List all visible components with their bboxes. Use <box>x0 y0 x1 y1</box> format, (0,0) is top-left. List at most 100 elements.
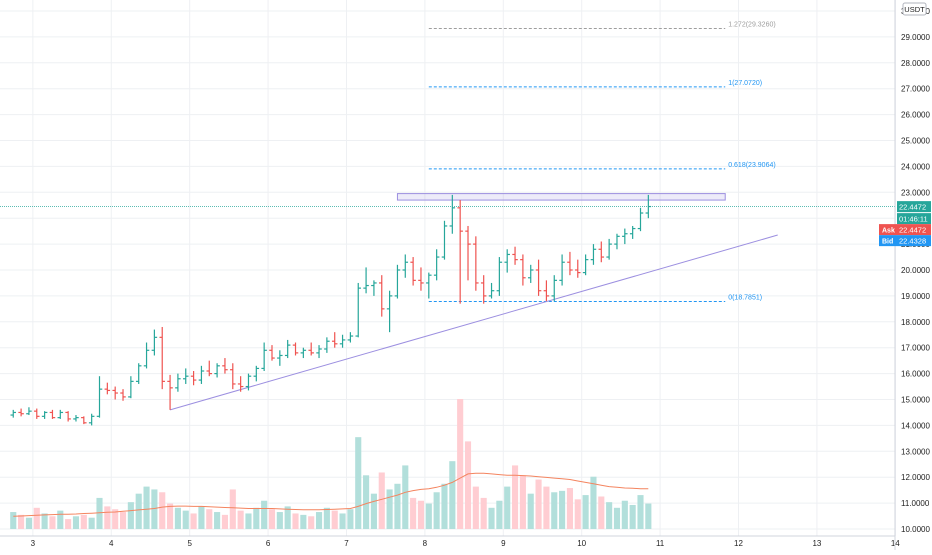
volume-bar <box>394 483 401 529</box>
volume-bar <box>347 509 354 529</box>
volume-bar <box>261 500 268 529</box>
candle <box>410 257 416 286</box>
volume-bar <box>72 516 80 529</box>
candle <box>567 251 573 276</box>
candle <box>284 339 291 359</box>
candle <box>198 365 205 384</box>
candle <box>614 233 620 250</box>
x-tick-label: 4 <box>109 539 114 548</box>
candle <box>277 350 283 366</box>
volume-bar <box>527 493 534 529</box>
volume-bar <box>449 461 456 529</box>
candle <box>316 345 322 359</box>
volume-bars <box>10 399 652 529</box>
price-label-box <box>879 235 931 247</box>
volume-bar <box>18 514 25 529</box>
candle <box>65 411 71 422</box>
volume-bar <box>331 510 338 529</box>
candle <box>88 413 95 426</box>
y-tick-label: 19.0000 <box>901 292 930 301</box>
candle <box>559 254 565 286</box>
fib-level-label: 0(18.7851) <box>728 294 762 301</box>
candle <box>512 246 518 265</box>
volume-bar <box>590 476 597 529</box>
x-tick-label: 3 <box>31 539 36 548</box>
candle <box>18 408 24 417</box>
candle <box>167 374 173 410</box>
price-label-value: 22.4328 <box>899 237 926 246</box>
candle <box>426 272 432 299</box>
candle <box>57 409 64 419</box>
price-label-box <box>897 201 931 213</box>
candle <box>128 376 134 399</box>
volume-bar <box>167 503 174 529</box>
price-label-value: 01:46:11 <box>899 215 928 224</box>
candle <box>104 382 111 395</box>
volume-bar <box>464 441 472 529</box>
volume-bar <box>441 483 448 529</box>
candle <box>527 264 534 283</box>
x-tick-label: 8 <box>423 539 428 548</box>
x-tick-label: 7 <box>344 539 349 548</box>
candle <box>81 416 87 425</box>
candle <box>379 275 385 317</box>
volume-bar <box>637 495 644 529</box>
candle <box>355 282 361 338</box>
candle <box>120 389 126 401</box>
volume-bar <box>496 500 503 529</box>
candle <box>253 365 260 382</box>
y-tick-label: 20.0000 <box>901 266 930 275</box>
volume-bar <box>88 517 95 529</box>
volume-bar <box>284 506 291 529</box>
trendline-layer[interactable] <box>0 206 895 411</box>
y-tick-label: 27.0000 <box>901 85 930 94</box>
volume-bar <box>182 510 189 529</box>
y-tick-label: 11.0000 <box>901 499 930 508</box>
volume-bar <box>80 514 87 529</box>
fib-level-label: 1(27.0720) <box>728 80 762 87</box>
candle <box>96 376 103 418</box>
y-tick-label: 16.0000 <box>901 370 930 379</box>
candle <box>488 282 495 299</box>
candle <box>300 347 307 359</box>
volume-bar <box>535 479 542 529</box>
x-tick-label: 14 <box>891 539 900 548</box>
candle <box>41 411 48 419</box>
candle <box>182 368 189 384</box>
volume-bar <box>504 486 511 529</box>
candle <box>135 363 142 384</box>
candle <box>551 275 558 302</box>
volume-bar <box>292 513 299 529</box>
candle <box>34 408 40 419</box>
volume-bar <box>198 506 205 529</box>
volume-bar <box>135 493 142 529</box>
fibonacci-levels[interactable]: 1.414(30.5028)1.272(29.3260)1(27.0720)0.… <box>396 0 776 302</box>
volume-bar <box>229 489 236 529</box>
volume-bar <box>96 497 103 529</box>
candle <box>363 267 369 294</box>
price-label-value: 22.4472 <box>899 203 926 212</box>
candle <box>606 238 612 260</box>
candles <box>10 194 652 426</box>
volume-bar <box>488 507 495 529</box>
y-tick-label: 29.0000 <box>901 33 930 42</box>
volume-bar <box>206 509 213 529</box>
candle <box>535 259 542 296</box>
candle <box>331 332 338 348</box>
candle <box>433 249 440 281</box>
candle <box>622 228 628 245</box>
candle <box>222 358 228 374</box>
candle <box>214 363 220 378</box>
volume-bar <box>151 489 158 529</box>
x-tick-label: 9 <box>501 539 506 548</box>
candle <box>308 342 314 356</box>
candle <box>339 334 346 348</box>
x-tick-label: 5 <box>187 539 192 548</box>
price-label-prefix: Ask <box>882 228 895 235</box>
volume-bar <box>629 504 636 529</box>
candle <box>402 254 409 278</box>
volume-bar <box>480 497 487 529</box>
candle <box>496 257 503 296</box>
volume-bar <box>10 512 17 529</box>
